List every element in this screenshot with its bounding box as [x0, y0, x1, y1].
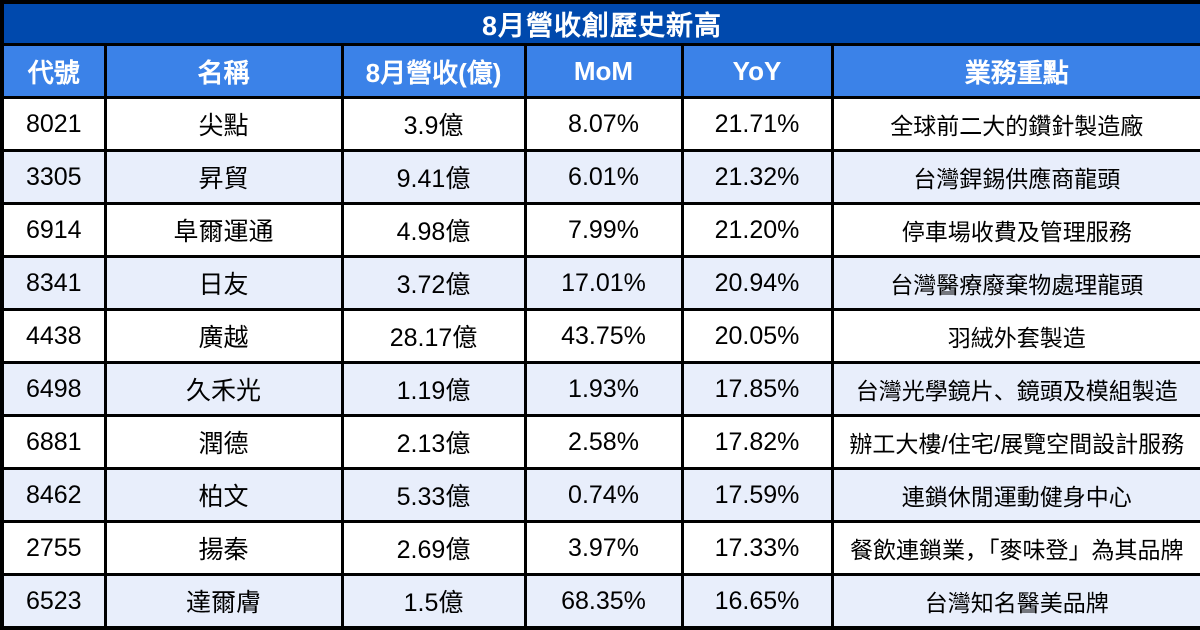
- cell-yoy: 17.33%: [680, 520, 834, 576]
- cell-stock-name: 阜爾運通: [103, 202, 344, 258]
- cell-stock-name: 達爾膚: [103, 573, 344, 630]
- cell-yoy: 16.65%: [680, 573, 834, 630]
- cell-revenue: 9.41億: [340, 149, 527, 205]
- column-header-code: 代號: [0, 43, 107, 99]
- column-header-mom: MoM: [523, 43, 684, 99]
- cell-stock-code: 3305: [0, 149, 107, 205]
- column-header-revenue: 8月營收(億): [340, 43, 527, 99]
- cell-yoy: 21.20%: [680, 202, 834, 258]
- cell-stock-code: 2755: [0, 520, 107, 576]
- table-header-row: 代號 名稱 8月營收(億) MoM YoY 業務重點: [0, 43, 1200, 99]
- cell-yoy: 17.85%: [680, 361, 834, 417]
- cell-yoy: 17.82%: [680, 414, 834, 470]
- cell-mom: 43.75%: [523, 308, 684, 364]
- cell-revenue: 28.17億: [340, 308, 527, 364]
- table-row: 8341 日友 3.72億 17.01% 20.94% 台灣醫療廢棄物處理龍頭: [0, 255, 1200, 311]
- table-row: 8462 柏文 5.33億 0.74% 17.59% 連鎖休閒運動健身中心: [0, 467, 1200, 523]
- table-body: 8021 尖點 3.9億 8.07% 21.71% 全球前二大的鑽針製造廠 33…: [0, 96, 1200, 630]
- cell-stock-code: 8021: [0, 96, 107, 152]
- cell-stock-name: 久禾光: [103, 361, 344, 417]
- table-row: 6498 久禾光 1.19億 1.93% 17.85% 台灣光學鏡片、鏡頭及模組…: [0, 361, 1200, 417]
- cell-mom: 1.93%: [523, 361, 684, 417]
- cell-yoy: 21.71%: [680, 96, 834, 152]
- cell-stock-name: 尖點: [103, 96, 344, 152]
- cell-business: 羽絨外套製造: [830, 308, 1200, 364]
- cell-revenue: 1.5億: [340, 573, 527, 630]
- cell-mom: 2.58%: [523, 414, 684, 470]
- cell-business: 停車場收費及管理服務: [830, 202, 1200, 258]
- table-title: 8月營收創歷史新高: [0, 0, 1200, 46]
- cell-stock-code: 6914: [0, 202, 107, 258]
- column-header-name: 名稱: [103, 43, 344, 99]
- cell-stock-code: 8341: [0, 255, 107, 311]
- cell-stock-code: 6881: [0, 414, 107, 470]
- cell-revenue: 5.33億: [340, 467, 527, 523]
- cell-business: 辦工大樓/住宅/展覽空間設計服務: [830, 414, 1200, 470]
- cell-business: 全球前二大的鑽針製造廠: [830, 96, 1200, 152]
- table-title-row: 8月營收創歷史新高: [0, 0, 1200, 46]
- cell-stock-name: 揚秦: [103, 520, 344, 576]
- cell-stock-name: 昇貿: [103, 149, 344, 205]
- table-row: 4438 廣越 28.17億 43.75% 20.05% 羽絨外套製造: [0, 308, 1200, 364]
- table-row: 3305 昇貿 9.41億 6.01% 21.32% 台灣銲錫供應商龍頭: [0, 149, 1200, 205]
- cell-revenue: 4.98億: [340, 202, 527, 258]
- cell-yoy: 21.32%: [680, 149, 834, 205]
- cell-stock-code: 6498: [0, 361, 107, 417]
- cell-business: 台灣醫療廢棄物處理龍頭: [830, 255, 1200, 311]
- cell-mom: 8.07%: [523, 96, 684, 152]
- column-header-yoy: YoY: [680, 43, 834, 99]
- cell-business: 台灣知名醫美品牌: [830, 573, 1200, 630]
- cell-stock-code: 6523: [0, 573, 107, 630]
- cell-business: 台灣光學鏡片、鏡頭及模組製造: [830, 361, 1200, 417]
- table-row: 6881 潤德 2.13億 2.58% 17.82% 辦工大樓/住宅/展覽空間設…: [0, 414, 1200, 470]
- cell-yoy: 20.05%: [680, 308, 834, 364]
- cell-revenue: 3.9億: [340, 96, 527, 152]
- cell-business: 餐飲連鎖業，「麥味登」為其品牌: [830, 520, 1200, 576]
- cell-yoy: 20.94%: [680, 255, 834, 311]
- column-header-business: 業務重點: [830, 43, 1200, 99]
- cell-mom: 7.99%: [523, 202, 684, 258]
- cell-stock-code: 8462: [0, 467, 107, 523]
- cell-revenue: 2.69億: [340, 520, 527, 576]
- cell-mom: 6.01%: [523, 149, 684, 205]
- cell-stock-name: 廣越: [103, 308, 344, 364]
- table-row: 6914 阜爾運通 4.98億 7.99% 21.20% 停車場收費及管理服務: [0, 202, 1200, 258]
- cell-mom: 68.35%: [523, 573, 684, 630]
- cell-mom: 3.97%: [523, 520, 684, 576]
- cell-stock-code: 4438: [0, 308, 107, 364]
- table-row: 8021 尖點 3.9億 8.07% 21.71% 全球前二大的鑽針製造廠: [0, 96, 1200, 152]
- cell-mom: 17.01%: [523, 255, 684, 311]
- cell-revenue: 1.19億: [340, 361, 527, 417]
- cell-stock-name: 日友: [103, 255, 344, 311]
- cell-mom: 0.74%: [523, 467, 684, 523]
- cell-business: 台灣銲錫供應商龍頭: [830, 149, 1200, 205]
- cell-stock-name: 潤德: [103, 414, 344, 470]
- cell-yoy: 17.59%: [680, 467, 834, 523]
- cell-stock-name: 柏文: [103, 467, 344, 523]
- table-row: 2755 揚秦 2.69億 3.97% 17.33% 餐飲連鎖業，「麥味登」為其…: [0, 520, 1200, 576]
- cell-revenue: 3.72億: [340, 255, 527, 311]
- cell-business: 連鎖休閒運動健身中心: [830, 467, 1200, 523]
- cell-revenue: 2.13億: [340, 414, 527, 470]
- table-row: 6523 達爾膚 1.5億 68.35% 16.65% 台灣知名醫美品牌: [0, 573, 1200, 630]
